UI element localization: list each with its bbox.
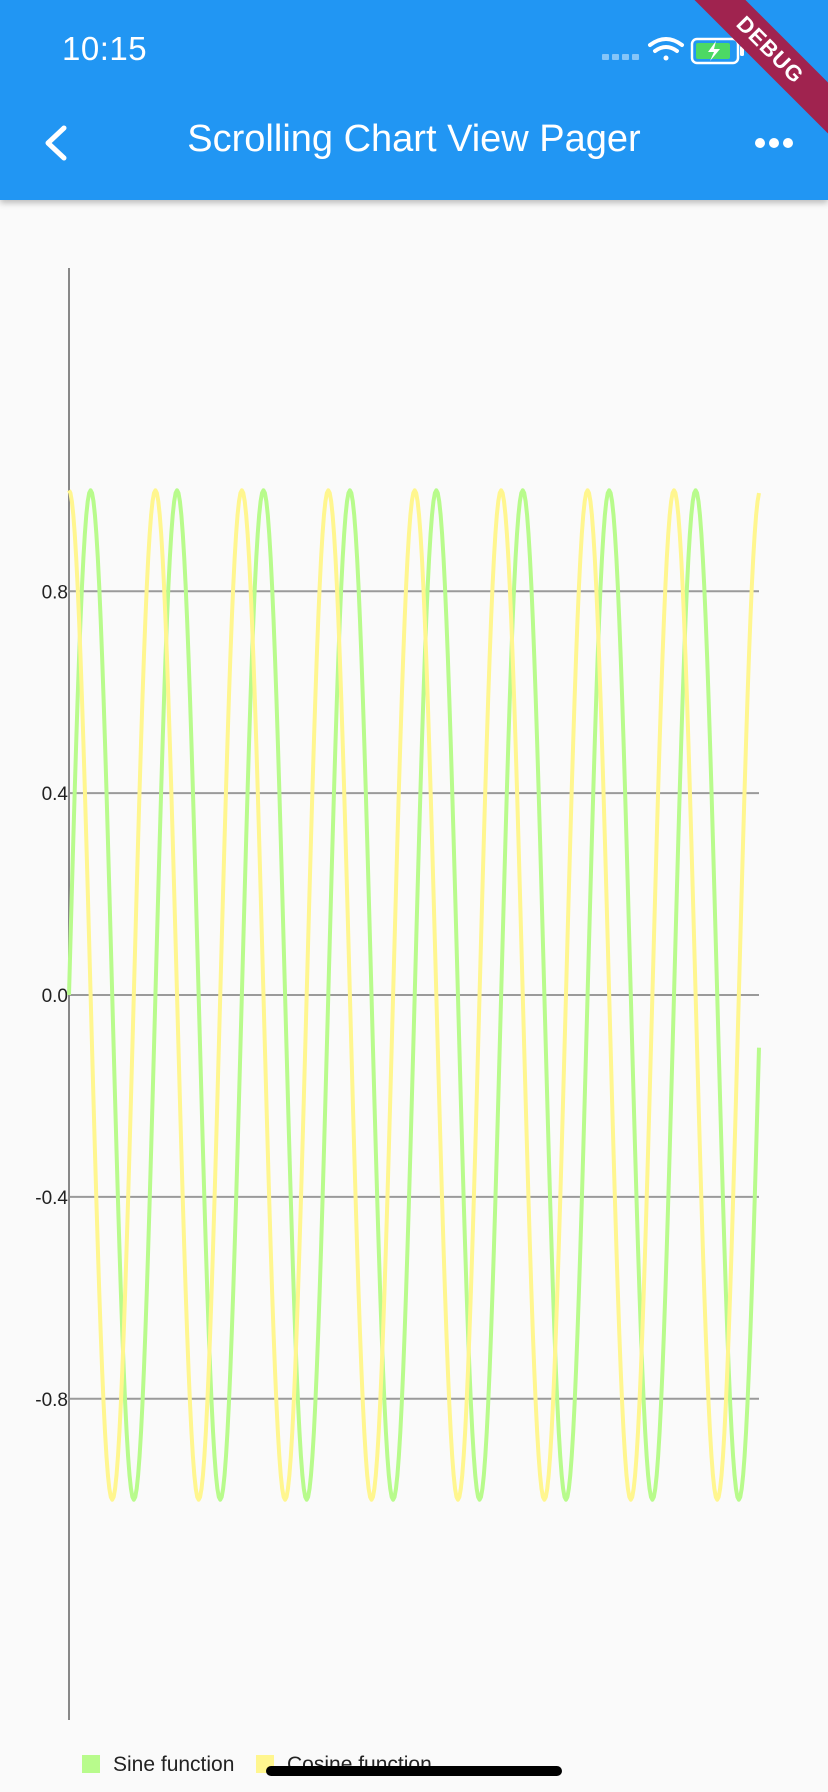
wifi-icon [648,37,684,61]
line-chart[interactable]: 0.80.40.0-0.4-0.8 Sine function Cosine fu… [0,200,828,1792]
cosine-series-line [67,488,761,1502]
sine-series-line [67,488,761,1502]
y-tick-label: -0.8 [35,1390,68,1411]
status-icons [602,37,744,65]
y-tick-label: -0.4 [35,1188,68,1209]
more-horizontal-icon[interactable] [746,118,802,168]
legend-swatch [82,1755,100,1773]
y-tick-label: 0.4 [42,784,69,805]
legend-label: Sine function [113,1753,234,1776]
home-indicator[interactable] [266,1766,562,1776]
signal-icon [602,54,639,60]
battery-charging-icon [690,37,744,65]
app-bar: 10:15 Scrolling Chart View Pager DEBUG [0,0,828,200]
y-tick-labels: 0.8 0.4 0.0 -0.4 -0.8 [35,582,68,1411]
series-lines [67,488,761,1502]
back-chevron-icon[interactable] [34,118,84,168]
status-time: 10:15 [62,30,148,67]
y-tick-label: 0.8 [42,582,68,603]
page-title: Scrolling Chart View Pager [187,118,641,160]
y-tick-label: 0.0 [42,986,68,1007]
